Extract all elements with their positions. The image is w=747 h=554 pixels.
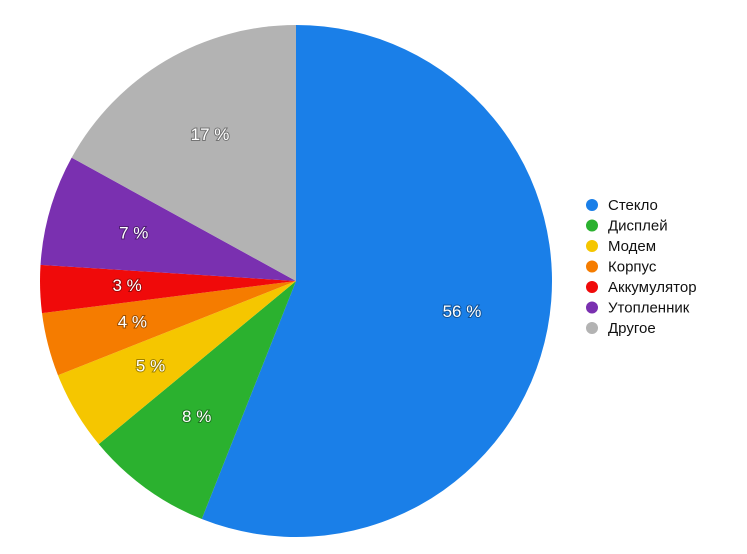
pie-slice	[42, 281, 297, 376]
data-label: 4 %	[118, 313, 147, 332]
pie-slice	[40, 264, 296, 314]
pie-slice	[57, 281, 296, 445]
pie-slice	[201, 25, 553, 537]
legend-label: Стекло	[608, 197, 658, 214]
legend-label: Дисплей	[608, 217, 668, 234]
data-label: 17 %	[191, 125, 230, 144]
legend-label: Модем	[608, 238, 656, 255]
pie-slice	[98, 281, 296, 520]
data-label: 3 %	[112, 276, 141, 295]
legend-swatch	[586, 281, 598, 293]
legend-swatch	[586, 240, 598, 252]
legend-label: Другое	[608, 320, 656, 337]
legend-label: Корпус	[608, 258, 657, 275]
legend-swatch	[586, 301, 598, 314]
data-label: 8 %	[182, 407, 211, 426]
legend-swatch	[586, 260, 598, 273]
legend-swatch	[586, 322, 598, 334]
data-label: 7 %	[119, 223, 148, 242]
data-label: 56 %	[443, 302, 482, 321]
legend-swatch	[586, 219, 598, 232]
legend-label: Аккумулятор	[608, 279, 697, 296]
pie-slice	[40, 157, 296, 281]
legend-swatch	[586, 199, 598, 211]
pie-slice	[71, 25, 296, 281]
data-label: 5 %	[136, 356, 165, 375]
legend-label: Утопленник	[608, 299, 690, 316]
